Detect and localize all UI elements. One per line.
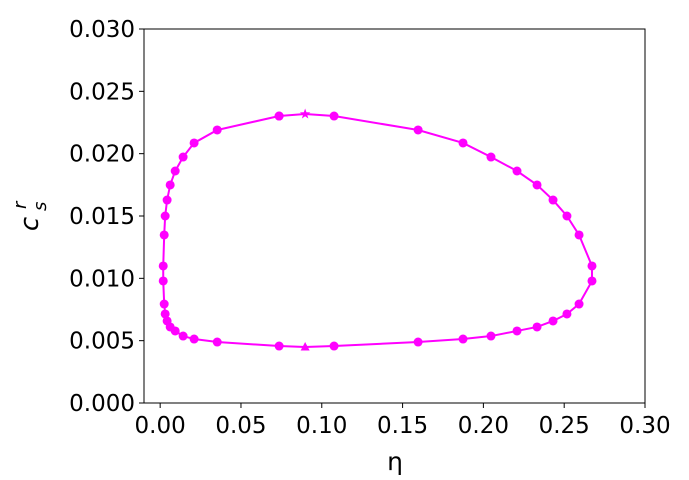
circle-marker [165,180,175,190]
circle-marker [458,138,468,148]
circle-marker [274,111,284,121]
y-tick-label: 0.015 [69,204,135,230]
circle-marker [574,299,584,309]
x-axis-label: η [387,447,403,476]
circle-marker [158,276,168,286]
circle-marker [413,125,423,135]
x-tick-label: 0.05 [215,413,266,439]
x-tick-label: 0.25 [539,413,590,439]
circle-marker [158,261,168,271]
triangle-marker [300,342,310,351]
circle-marker [486,152,496,162]
y-axis-label: c [15,217,45,231]
circle-marker [512,326,522,336]
y-axis-label-sup: r [10,200,31,209]
circle-marker [212,125,222,135]
circle-marker [274,341,284,351]
circle-marker [587,261,597,271]
circle-marker [189,334,199,344]
circle-marker [160,309,170,319]
star-marker [299,108,311,119]
circle-marker [413,337,423,347]
circle-marker [189,138,199,148]
circle-marker [587,276,597,286]
circle-marker [160,211,170,221]
circle-marker [532,180,542,190]
x-tick-label: 0.10 [296,413,347,439]
circle-marker [548,195,558,205]
y-tick-label: 0.005 [69,329,135,355]
circle-marker [159,299,169,309]
x-tick-label: 0.15 [377,413,428,439]
y-tick-label: 0.030 [69,17,135,43]
circle-marker [162,195,172,205]
series-line [162,113,593,349]
y-tick-label: 0.000 [69,391,135,417]
circle-marker [178,152,188,162]
circle-marker [574,230,584,240]
circle-marker [162,316,172,326]
x-tick-label: 0.30 [619,413,670,439]
x-tick-label: 0.00 [135,413,186,439]
circle-marker [178,331,188,341]
circle-marker [329,111,339,121]
y-tick-label: 0.025 [69,79,135,105]
circle-marker [512,166,522,176]
x-tick-label: 0.20 [458,413,509,439]
circle-marker [159,230,169,240]
y-tick-label: 0.020 [69,142,135,168]
circle-marker [548,316,558,326]
circle-marker [212,337,222,347]
y-tick-label: 0.010 [69,266,135,292]
circle-marker [562,211,572,221]
circle-marker [170,166,180,176]
circle-marker [486,331,496,341]
y-axis-label-sub: s [30,202,51,211]
circle-marker [329,341,339,351]
circle-marker [562,309,572,319]
circle-marker [458,334,468,344]
circle-marker [532,322,542,332]
y-axis-label-group: c r s [10,200,51,231]
